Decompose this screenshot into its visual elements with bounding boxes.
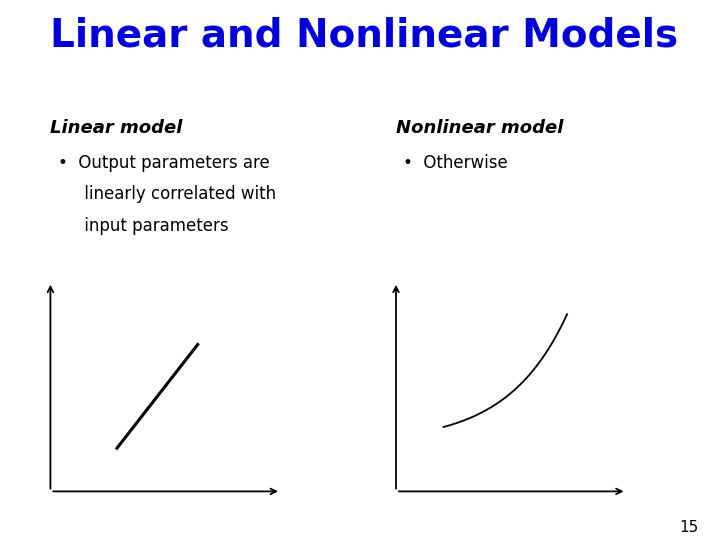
Text: Linear model: Linear model — [50, 119, 183, 137]
Text: •  Output parameters are: • Output parameters are — [58, 154, 269, 172]
Text: Nonlinear model: Nonlinear model — [396, 119, 563, 137]
Text: •  Otherwise: • Otherwise — [403, 154, 508, 172]
Text: 15: 15 — [679, 519, 698, 535]
Text: input parameters: input parameters — [58, 217, 228, 234]
Text: Linear and Nonlinear Models: Linear and Nonlinear Models — [50, 16, 678, 54]
Text: linearly correlated with: linearly correlated with — [58, 185, 276, 203]
